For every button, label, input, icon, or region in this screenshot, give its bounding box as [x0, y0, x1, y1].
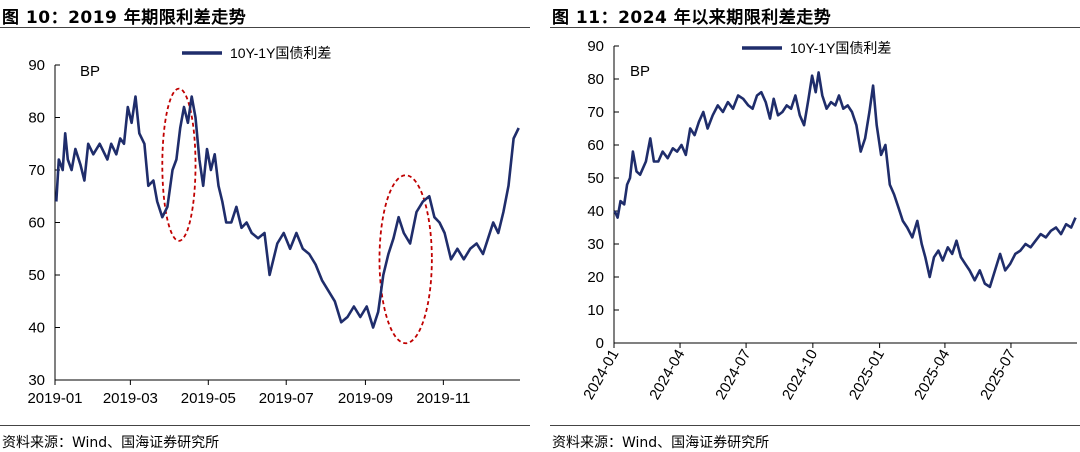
y-tick-label: 80	[587, 71, 604, 88]
y-tick-label: 20	[587, 269, 604, 286]
figure-11-panel: 图 11：2024 年以来期限利差走势 10Y-1Y国债利差 BP 0 10 20 3…	[550, 0, 1080, 452]
figure-10-axes: 30 40 50 60 70 80 90 2019-01 2019-03 2019-05 2019-…	[27, 57, 520, 407]
y-tick-label: 30	[587, 236, 604, 253]
figure-10-source: 资料来源：Wind、国海证券研究所	[2, 435, 220, 451]
series-line	[613, 71, 1077, 289]
y-tick-label: 80	[28, 110, 45, 127]
figure-11-title: 图 11：2024 年以来期限利差走势	[552, 8, 832, 28]
y-tick-label: 60	[28, 215, 45, 232]
x-tick-label: 2024-04	[646, 347, 688, 403]
figure-11-top-rule	[550, 27, 1080, 28]
figure-10-series	[55, 95, 520, 329]
y-tick-label: 60	[587, 137, 604, 154]
series-line	[55, 95, 520, 329]
figure-11-chart: 10Y-1Y国债利差 BP 0 10 20 30 40 50 60 70 80 90 2024-01…	[580, 38, 1077, 403]
y-tick-label: 50	[28, 267, 45, 284]
x-tick-label: 2019-03	[103, 390, 158, 407]
figure-10-top-rule	[0, 27, 530, 28]
x-tick-label: 2019-05	[181, 390, 236, 407]
figure-11-bottom-rule	[550, 425, 1080, 426]
y-tick-label: 70	[28, 162, 45, 179]
x-tick-label: 2024-07	[712, 347, 754, 403]
highlight-ellipse	[378, 174, 433, 345]
figure-10-bottom-rule	[0, 425, 530, 426]
x-tick-label: 2019-09	[338, 390, 393, 407]
figure-10-title: 图 10：2019 年期限利差走势	[2, 8, 247, 28]
legend-label: 10Y-1Y国债利差	[790, 40, 891, 56]
figure-10-chart: 10Y-1Y国债利差 BP 30 40 50 60 70 80 90 2019-01 2019-…	[27, 45, 520, 407]
y-tick-label: 30	[28, 372, 45, 389]
x-tick-label: 2019-07	[259, 390, 314, 407]
y-tick-label: 10	[587, 302, 604, 319]
x-tick-label: 2025-01	[846, 347, 888, 403]
y-tick-label: 90	[587, 38, 604, 55]
x-tick-label: 2025-04	[911, 347, 953, 403]
y-tick-label: 90	[28, 57, 45, 74]
y-tick-label: 40	[28, 320, 45, 337]
x-tick-label: 2024-10	[779, 347, 821, 403]
figure-11-source: 资料来源：Wind、国海证券研究所	[552, 435, 770, 451]
figure-11-legend: 10Y-1Y国债利差	[742, 40, 891, 56]
unit-label: BP	[630, 63, 650, 80]
legend-label: 10Y-1Y国债利差	[230, 45, 331, 61]
figure-11-series	[613, 71, 1077, 289]
x-tick-label: 2019-11	[416, 390, 470, 407]
figure-11-axes: 0 10 20 30 40 50 60 70 80 90 2024-01 2024-04 2024-07…	[580, 38, 1077, 403]
x-tick-label: 2019-01	[27, 390, 82, 407]
figure-10-panel: 图 10：2019 年期限利差走势 10Y-1Y国债利差 BP 30 40 50 60…	[0, 0, 530, 452]
highlight-ellipse	[161, 87, 197, 242]
figure-10-legend: 10Y-1Y国债利差	[182, 45, 331, 61]
y-tick-label: 50	[587, 170, 604, 187]
figure-10-annotations	[161, 87, 433, 345]
y-tick-label: 70	[587, 104, 604, 121]
y-tick-label: 40	[587, 203, 604, 220]
x-tick-label: 2025-07	[977, 347, 1019, 403]
unit-label: BP	[80, 63, 100, 80]
x-tick-label: 2024-01	[580, 347, 622, 403]
y-tick-label: 0	[596, 335, 604, 352]
